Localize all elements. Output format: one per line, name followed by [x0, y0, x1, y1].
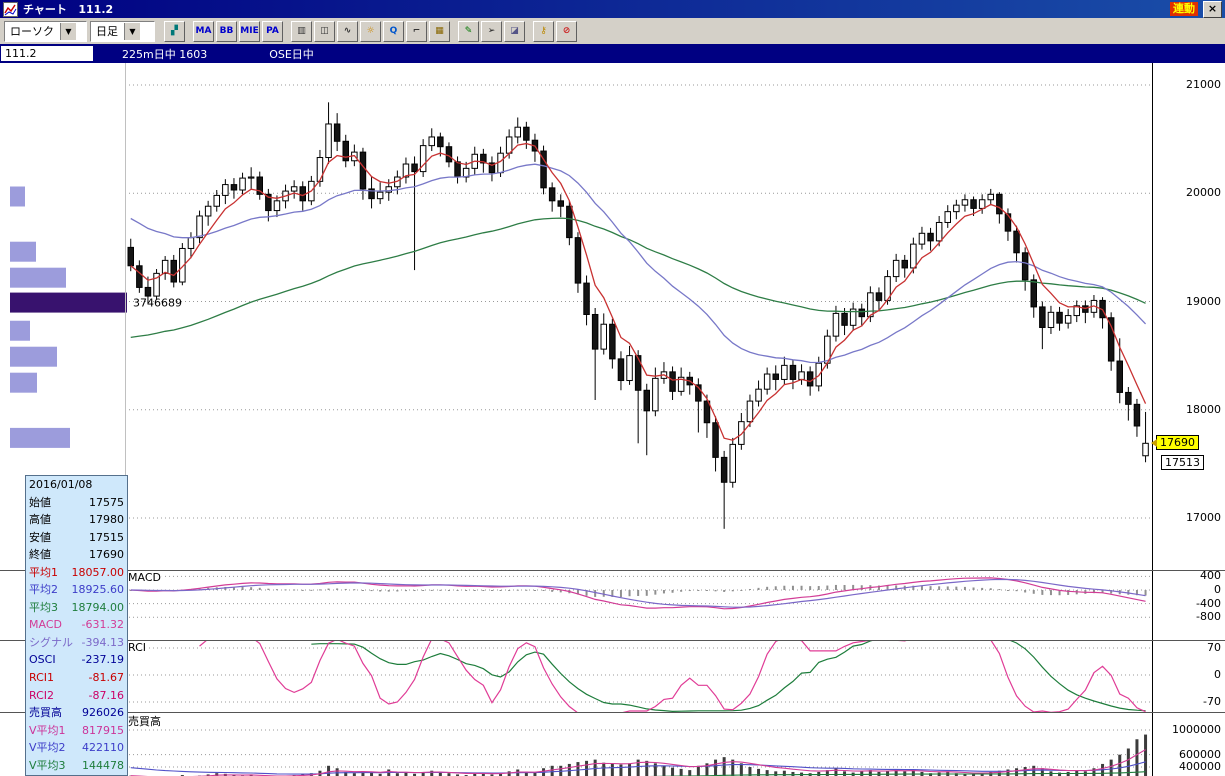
macd-axis-tick: 400 [1200, 569, 1221, 583]
bar-chart-icon[interactable]: ▥ [291, 20, 312, 42]
volume-profile-bar [10, 346, 57, 367]
layout-icon[interactable]: ▞ [164, 20, 185, 42]
price-axis-tick: 20000 [1186, 186, 1221, 200]
chevron-down-icon[interactable]: ▼ [124, 22, 140, 40]
volume-profile-bar [10, 427, 70, 448]
kagi-chart-icon[interactable]: ⌐ [406, 20, 427, 42]
candlestick-icon[interactable]: ◫ [314, 20, 335, 42]
rci-axis-tick: 70 [1207, 640, 1221, 654]
volume-profile-peak-label: 3746689 [133, 297, 182, 310]
no-draw-icon[interactable]: ⊘ [556, 20, 577, 42]
rci-axis-tick: 0 [1214, 668, 1221, 681]
volume-profile-bar [10, 372, 37, 393]
volume-chart[interactable]: 1000000 600000 400000 売買高 [0, 712, 1225, 776]
volume-panel-label: 売買高 [127, 713, 162, 729]
volume-profile-bar [10, 267, 66, 288]
key-icon[interactable]: ⚷ [533, 20, 554, 42]
chevron-down-icon[interactable]: ▼ [60, 22, 76, 40]
zoom-icon[interactable]: Q [383, 20, 404, 42]
quote-row: シグナル -394.13 [29, 635, 124, 649]
quote-data-panel: 2016/01/08 始値 17575 高値 17980 安値 17515 終値 17690 平均… [25, 475, 128, 776]
last-price-label: 17513 [1161, 455, 1204, 470]
session-label: OSE日中 [269, 47, 314, 61]
volume-profile-bar [10, 186, 25, 207]
window-title: チャート 111.2 [23, 3, 114, 16]
current-price-tag: 17690 [1151, 435, 1199, 450]
mie-indicator-icon[interactable]: MIE [239, 20, 260, 42]
close-button[interactable]: × [1203, 0, 1222, 18]
quote-row: 終値 17690 [29, 548, 124, 562]
quote-row: 2016/01/08 [29, 478, 93, 491]
quote-row: 平均1 18057.00 [29, 565, 124, 579]
link-button[interactable]: 連動 [1170, 2, 1198, 16]
price-axis-tick: 18000 [1186, 402, 1221, 416]
quote-row: V平均2 422110 [29, 741, 124, 755]
toolbar: ローソク ▼ 日足 ▼ ▞ MA BB MIE PA ▥ ◫ ∿ ☼ Q ⌐ ▦ ✎ ➢ ◪ ⚷ ⊘ [0, 18, 1225, 45]
symbol-input[interactable]: 111.2 [1, 46, 93, 61]
instrument-label: 225m日中 1603 [122, 47, 208, 61]
quote-row: OSCI -237.19 [29, 653, 124, 667]
main-price-chart[interactable]: 3746689 21000 20000 19000 18000 17000 [0, 63, 1225, 570]
bb-indicator-icon[interactable]: BB [216, 20, 237, 42]
volume-profile-bar [10, 320, 30, 341]
chart-area: 3746689 21000 20000 19000 18000 17000 400 0 -4… [0, 63, 1225, 776]
pf-sun-chart-icon[interactable]: ☼ [360, 20, 381, 42]
volume-axis-tick: 400000 [1179, 760, 1221, 774]
quote-row: V平均3 144478 [29, 758, 124, 772]
pencil-icon[interactable]: ✎ [458, 20, 479, 42]
price-axis-tick: 21000 [1186, 78, 1221, 91]
macd-axis-tick: 0 [1214, 583, 1221, 596]
pa-indicator-icon[interactable]: PA [262, 20, 283, 42]
pointer-icon[interactable]: ➢ [481, 20, 502, 42]
timeframe-select[interactable]: 日足 ▼ [90, 20, 155, 42]
volume-axis-tick: 1000000 [1172, 723, 1221, 736]
quote-row: 安値 17515 [29, 530, 124, 544]
line-chart-icon[interactable]: ∿ [337, 20, 358, 42]
macd-axis-tick: -800 [1196, 610, 1221, 624]
volume-profile-bar [10, 241, 36, 262]
rci-axis-tick: -70 [1203, 695, 1221, 709]
chart-type-select[interactable]: ローソク ▼ [4, 20, 87, 42]
eraser-icon[interactable]: ◪ [504, 20, 525, 42]
price-axis-tick: 19000 [1186, 294, 1221, 308]
volume-profile-bar [10, 292, 127, 313]
macd-chart[interactable]: 400 0 -400 -800 MACD [0, 569, 1225, 640]
title-bar: チャート 111.2 連動 × [0, 0, 1225, 18]
rci-panel-label: RCI [127, 641, 148, 654]
macd-axis-tick: -400 [1196, 596, 1221, 610]
app-icon [3, 1, 18, 17]
ma-indicator-icon[interactable]: MA [193, 20, 214, 42]
macd-panel-label: MACD [127, 571, 162, 584]
info-bar: 111.2 225m日中 1603 OSE日中 [0, 44, 1225, 63]
quote-row: 平均2 18925.60 [29, 583, 124, 597]
quote-row: 始値 17575 [29, 495, 124, 509]
rci-chart[interactable]: 70 0 -70 RCI [0, 640, 1225, 712]
price-axis-tick: 17000 [1186, 511, 1221, 524]
timeframe-value: 日足 [96, 25, 118, 38]
grid-settings-icon[interactable]: ▦ [429, 20, 450, 42]
quote-row: V平均1 817915 [29, 723, 124, 737]
quote-row: RCI2 -87.16 [29, 688, 124, 702]
quote-row: 高値 17980 [29, 513, 124, 527]
quote-row: MACD -631.32 [29, 618, 124, 632]
chart-type-value: ローソク [10, 25, 54, 38]
volume-axis-tick: 600000 [1179, 747, 1221, 761]
quote-row: 平均3 18794.00 [29, 600, 124, 614]
quote-row: RCI1 -81.67 [29, 671, 124, 685]
quote-row: 売買高 926026 [29, 706, 124, 720]
